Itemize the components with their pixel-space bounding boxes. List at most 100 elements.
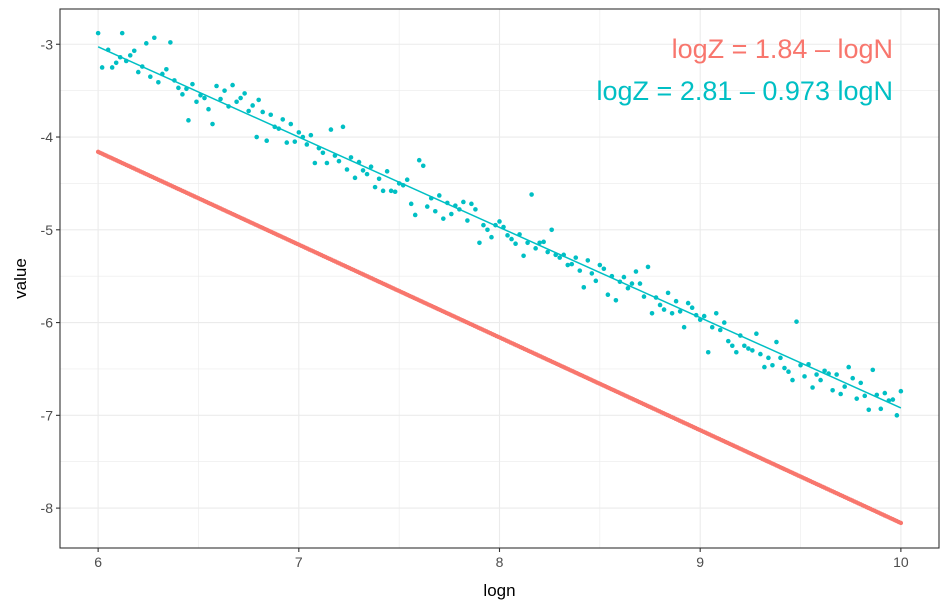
data-point [260, 109, 265, 115]
data-point [328, 127, 334, 132]
data-point [521, 253, 526, 259]
data-point [661, 307, 667, 312]
data-point [537, 240, 542, 246]
data-point [577, 268, 583, 273]
data-point [272, 124, 278, 130]
data-point [105, 47, 111, 53]
data-point [168, 40, 173, 45]
data-point [340, 124, 346, 130]
data-point [854, 396, 860, 401]
data-point [320, 150, 326, 156]
data-point [119, 30, 125, 36]
data-point [770, 362, 775, 368]
data-point [280, 117, 286, 122]
series-layer [95, 30, 904, 526]
data-point [565, 262, 571, 268]
data-point [400, 182, 406, 188]
data-point [184, 86, 189, 92]
data-point [569, 261, 575, 267]
data-point [246, 108, 251, 114]
data-point [336, 158, 342, 164]
x-axis: 6 7 8 9 10 [94, 548, 909, 570]
y-axis: -3 -4 -5 -6 -7 -8 [41, 36, 60, 516]
data-point [352, 175, 358, 181]
data-point [441, 216, 446, 221]
data-point [581, 285, 587, 290]
data-point [445, 200, 450, 206]
equation-annotation: logZ = 1.84 – logN [672, 34, 893, 64]
data-point [746, 346, 751, 351]
data-point [156, 79, 161, 85]
data-point [238, 95, 243, 101]
data-point [420, 163, 426, 169]
data-point [424, 204, 430, 209]
data-point [300, 134, 306, 140]
data-point [685, 300, 691, 306]
data-point [725, 338, 731, 344]
data-point [473, 207, 478, 212]
data-point [324, 160, 330, 166]
data-point [810, 385, 815, 390]
data-point [802, 374, 807, 379]
data-point [734, 349, 739, 355]
data-point [372, 184, 378, 190]
data-point [766, 355, 771, 361]
data-point [226, 104, 231, 109]
data-point [681, 324, 687, 330]
data-point [457, 207, 462, 212]
data-point [505, 233, 510, 238]
data-point [284, 140, 290, 145]
data-point [774, 339, 779, 345]
data-point [697, 317, 703, 323]
data-point [176, 85, 181, 91]
data-point [585, 258, 591, 263]
data-point [202, 95, 207, 101]
data-point [529, 192, 534, 197]
data-point [256, 97, 261, 103]
data-point [304, 142, 310, 147]
series-2 [95, 30, 904, 418]
data-point [380, 188, 386, 194]
data-point [469, 201, 474, 207]
data-point [866, 407, 872, 413]
data-point [786, 369, 791, 375]
data-point [194, 99, 199, 105]
data-point [206, 106, 211, 112]
data-point [649, 310, 655, 316]
data-point [513, 241, 518, 247]
data-point [693, 312, 699, 318]
data-point [870, 367, 876, 373]
data-point [360, 168, 366, 173]
data-point [573, 255, 579, 260]
data-point [689, 305, 695, 311]
data-point [308, 132, 314, 138]
data-point [898, 388, 904, 394]
data-point [553, 252, 558, 258]
data-point [850, 375, 856, 381]
data-point [601, 266, 607, 272]
data-point [432, 208, 438, 214]
data-point [198, 92, 203, 98]
x-tick-label: 10 [893, 554, 909, 570]
x-tick-label: 9 [696, 554, 704, 570]
data-point [673, 298, 679, 304]
data-point [218, 96, 223, 102]
data-point [721, 320, 727, 325]
data-point [109, 65, 115, 70]
y-tick-label: -5 [41, 222, 54, 238]
data-point [368, 164, 374, 170]
data-point [545, 249, 550, 255]
data-point [186, 118, 191, 123]
data-point [653, 295, 659, 300]
data-point [834, 372, 839, 377]
data-point [356, 159, 362, 165]
data-point [898, 520, 904, 526]
data-point [348, 155, 354, 160]
x-tick-label: 7 [295, 554, 303, 570]
data-point [561, 252, 567, 258]
data-point [509, 236, 514, 242]
data-point [742, 343, 747, 349]
data-point [160, 71, 165, 77]
data-point [617, 279, 623, 285]
